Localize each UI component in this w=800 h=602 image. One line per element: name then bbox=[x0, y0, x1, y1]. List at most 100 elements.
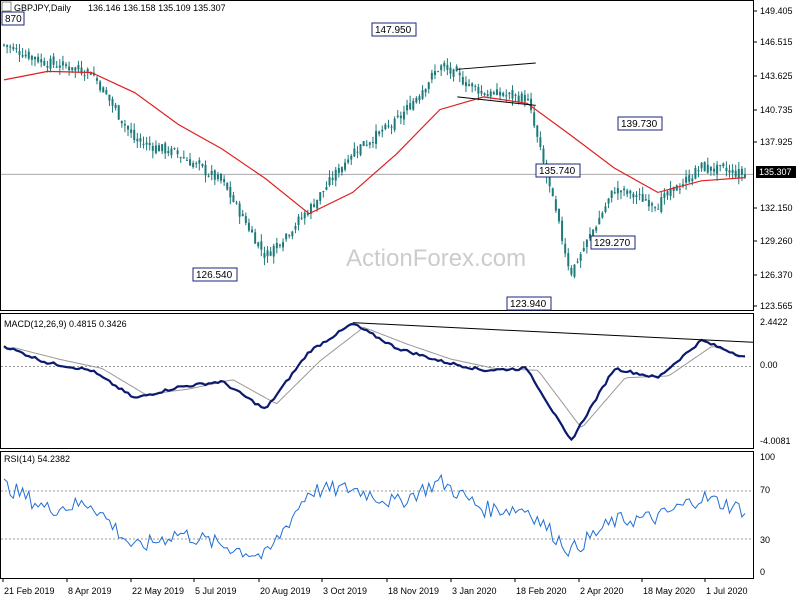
candle-body bbox=[427, 82, 430, 89]
candle-body bbox=[235, 202, 238, 204]
price-annotation-box bbox=[1, 11, 25, 26]
candle-body bbox=[378, 131, 381, 135]
candle-body bbox=[24, 54, 27, 57]
candle-body bbox=[241, 213, 244, 217]
candle-body bbox=[154, 145, 157, 154]
date-tick-label: 3 Oct 2019 bbox=[323, 586, 367, 596]
rsi-header: RSI(14) 54.2382 bbox=[4, 454, 70, 464]
candle-body bbox=[430, 72, 433, 80]
candle-body bbox=[185, 159, 188, 161]
date-tick-label: 20 Aug 2019 bbox=[260, 586, 311, 596]
candle-body bbox=[83, 75, 86, 77]
price-tick-label: 137.925 bbox=[760, 137, 793, 147]
candle-body bbox=[313, 204, 316, 208]
candle-body bbox=[86, 69, 89, 73]
rsi-line bbox=[3, 473, 746, 560]
candle-body bbox=[480, 90, 483, 94]
date-tick-label: 1 Jul 2020 bbox=[706, 586, 748, 596]
candle-body bbox=[613, 192, 616, 194]
candle-body bbox=[173, 148, 176, 150]
candle-body bbox=[291, 231, 294, 237]
candle-body bbox=[158, 145, 161, 152]
symbol-timeframe: GBPJPY,Daily bbox=[14, 3, 71, 13]
candle-body bbox=[353, 148, 356, 157]
candle-body bbox=[719, 164, 722, 166]
candle-body bbox=[111, 99, 114, 106]
candle-body bbox=[557, 209, 560, 222]
candle-body bbox=[15, 48, 18, 50]
candle-body bbox=[520, 93, 523, 102]
candle-body bbox=[437, 71, 440, 73]
candle-body bbox=[189, 159, 192, 166]
candle-body bbox=[257, 242, 260, 247]
candle-body bbox=[288, 235, 291, 237]
price-annotation-box bbox=[371, 22, 417, 37]
candle-body bbox=[508, 92, 511, 95]
candle-body bbox=[204, 164, 207, 176]
rsi-tick-label: 100 bbox=[760, 452, 775, 462]
candle-body bbox=[452, 69, 455, 77]
candle-body bbox=[706, 164, 709, 173]
candle-body bbox=[523, 94, 526, 102]
candle-body bbox=[685, 176, 688, 183]
candle-body bbox=[499, 91, 502, 96]
price-annotation-box bbox=[617, 116, 663, 131]
candle-body bbox=[471, 83, 474, 87]
axes: 149.405 146.515 143.625 140.735 137.925 135.3… bbox=[2, 6, 796, 596]
candle-body bbox=[148, 142, 151, 146]
candle-body bbox=[579, 254, 582, 261]
candle-body bbox=[49, 58, 52, 69]
candle-body bbox=[678, 188, 681, 190]
candle-body bbox=[226, 182, 229, 190]
candle-body bbox=[511, 89, 514, 99]
candle-body bbox=[660, 197, 663, 212]
candle-body bbox=[21, 55, 24, 57]
header-toggle-icon[interactable] bbox=[1, 1, 12, 12]
candle-body bbox=[539, 137, 542, 147]
candle-body bbox=[195, 163, 198, 165]
candle-body bbox=[623, 188, 626, 191]
candle-body bbox=[654, 207, 657, 209]
macd-tick-label: 0.00 bbox=[760, 360, 778, 370]
moving-average-line bbox=[3, 70, 746, 215]
candle-body bbox=[551, 188, 554, 197]
candle-body bbox=[139, 138, 142, 142]
candle-body bbox=[399, 115, 402, 119]
candle-body bbox=[554, 199, 557, 211]
candle-body bbox=[468, 84, 471, 86]
candle-body bbox=[647, 199, 650, 207]
candle-body bbox=[263, 252, 266, 258]
candle-body bbox=[619, 190, 622, 193]
candle-body bbox=[548, 173, 551, 187]
price-panel bbox=[1, 43, 753, 279]
candle-body bbox=[489, 91, 492, 97]
rsi-tick-label: 30 bbox=[760, 535, 770, 545]
candle-body bbox=[229, 186, 232, 198]
candle-body bbox=[406, 104, 409, 111]
candle-body bbox=[65, 64, 68, 66]
candle-body bbox=[663, 193, 666, 198]
candle-body bbox=[483, 93, 486, 95]
candle-body bbox=[694, 167, 697, 179]
candle-body bbox=[55, 66, 58, 68]
candle-body bbox=[151, 145, 154, 151]
candle-body bbox=[328, 177, 331, 186]
candle-body bbox=[610, 190, 613, 198]
macd-header: MACD(12,26,9) 0.4815 0.3426 bbox=[4, 319, 127, 329]
candle-body bbox=[207, 175, 210, 177]
candle-body bbox=[350, 155, 353, 160]
candle-body bbox=[223, 179, 226, 183]
candle-body bbox=[573, 264, 576, 277]
candle-body bbox=[588, 234, 591, 239]
candle-body bbox=[356, 151, 359, 153]
candle-body bbox=[514, 94, 517, 96]
candle-body bbox=[449, 67, 452, 74]
candle-body bbox=[731, 169, 734, 173]
candle-body bbox=[492, 92, 495, 95]
candle-body bbox=[362, 141, 365, 147]
candle-body bbox=[703, 162, 706, 172]
candle-body bbox=[251, 229, 254, 233]
date-tick-label: 18 May 2020 bbox=[643, 586, 695, 596]
candle-body bbox=[182, 157, 185, 159]
